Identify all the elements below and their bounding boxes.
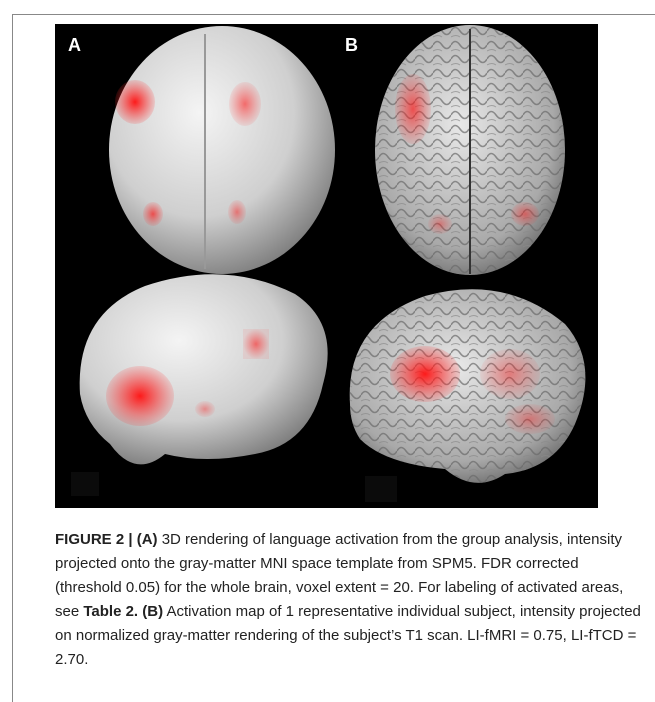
- panel-label: A: [68, 35, 81, 55]
- panel-ref: (A): [137, 531, 158, 548]
- panel-label: B: [345, 35, 358, 55]
- figure-label: FIGURE 2 |: [55, 531, 133, 548]
- figure-image: A B: [55, 24, 598, 508]
- frame-line: [12, 14, 13, 702]
- panel-ref: (B): [142, 603, 163, 620]
- frame-line: [12, 14, 655, 15]
- brain-rendering: [109, 26, 335, 274]
- figure-caption: FIGURE 2 | (A) 3D rendering of language …: [55, 528, 647, 672]
- brain-rendering: [375, 25, 565, 275]
- table-ref: Table 2.: [83, 603, 138, 620]
- page: A B FIGURE 2 | (A) 3D rendering of langu…: [0, 0, 655, 702]
